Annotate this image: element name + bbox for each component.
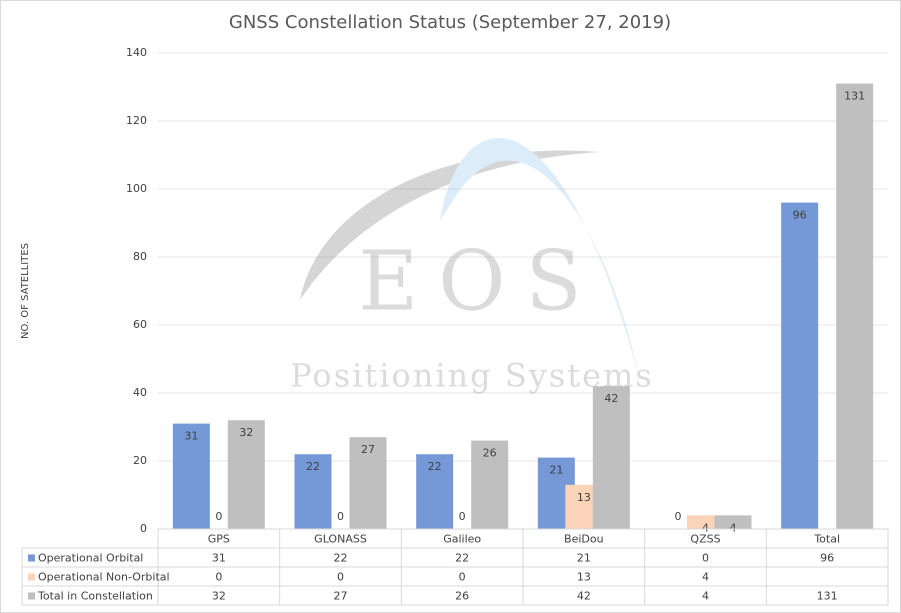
bar xyxy=(349,437,387,529)
table-cell: 21 xyxy=(577,552,591,565)
data-label: 0 xyxy=(459,510,466,523)
table-cell: 27 xyxy=(334,590,348,603)
data-label: 26 xyxy=(483,447,497,460)
data-label: 0 xyxy=(215,510,222,523)
x-tick-label: QZSS xyxy=(690,533,720,546)
data-label: 32 xyxy=(239,426,253,439)
table-cell: 96 xyxy=(820,552,834,565)
legend-key xyxy=(28,554,35,562)
table-cell: 4 xyxy=(702,590,709,603)
y-tick-label: 100 xyxy=(126,182,147,195)
table-cell: 13 xyxy=(577,571,591,584)
y-tick-label: 0 xyxy=(140,522,147,535)
table-cell: 42 xyxy=(577,590,591,603)
bar xyxy=(781,202,819,529)
bar xyxy=(416,454,454,529)
table-cell: 26 xyxy=(455,590,469,603)
x-tick-label: Galileo xyxy=(443,533,481,546)
bar xyxy=(592,386,630,529)
data-label: 21 xyxy=(549,464,563,477)
watermark-logo: EOS xyxy=(358,235,601,330)
y-tick-label: 40 xyxy=(133,386,147,399)
data-label: 42 xyxy=(604,392,618,405)
y-tick-label: 20 xyxy=(133,454,147,467)
data-label: 4 xyxy=(702,521,709,534)
chart-title: GNSS Constellation Status (September 27,… xyxy=(229,12,671,33)
y-tick-label: 60 xyxy=(133,318,147,331)
table-cell: 4 xyxy=(702,571,709,584)
data-label: 22 xyxy=(306,460,320,473)
data-label: 27 xyxy=(361,443,375,456)
watermark-text: Positioning Systems xyxy=(290,357,654,395)
legend-key xyxy=(28,573,35,581)
table-cell: 31 xyxy=(212,552,226,565)
y-axis-label: NO. OF SATELLITES xyxy=(20,243,31,339)
bar xyxy=(227,420,265,529)
data-label: 96 xyxy=(793,209,807,222)
data-label: 0 xyxy=(337,510,344,523)
x-tick-label: Total xyxy=(813,533,840,546)
table-cell: 22 xyxy=(455,552,469,565)
y-tick-label: 120 xyxy=(126,114,147,127)
table-cell: 22 xyxy=(334,552,348,565)
bar xyxy=(172,423,210,529)
bar xyxy=(294,454,332,529)
watermark: EOS Positioning Systems xyxy=(290,137,654,395)
table-cell: 0 xyxy=(337,571,344,584)
data-label: 131 xyxy=(844,90,865,103)
legend-key xyxy=(28,592,35,600)
table-cell: 131 xyxy=(817,590,838,603)
watermark-swoosh xyxy=(300,150,600,300)
y-tick-label: 140 xyxy=(126,46,147,59)
x-tick-label: BeiDou xyxy=(564,533,604,546)
table-cell: 0 xyxy=(459,571,466,584)
table-cell: 32 xyxy=(212,590,226,603)
legend-label: Total in Constellation xyxy=(37,590,153,603)
y-tick-label: 80 xyxy=(133,250,147,263)
data-label: 22 xyxy=(428,460,442,473)
table-cell: 0 xyxy=(215,571,222,584)
bar xyxy=(471,440,509,529)
data-label: 0 xyxy=(675,510,682,523)
data-label: 13 xyxy=(577,491,591,504)
legend-label: Operational Orbital xyxy=(38,552,143,565)
bar xyxy=(714,515,752,529)
data-label: 31 xyxy=(184,430,198,443)
data-label: 4 xyxy=(730,521,737,534)
legend-label: Operational Non-Orbital xyxy=(38,571,170,584)
x-tick-label: GPS xyxy=(208,533,230,546)
bar xyxy=(836,83,874,529)
table-cell: 0 xyxy=(702,552,709,565)
x-tick-label: GLONASS xyxy=(314,533,367,546)
